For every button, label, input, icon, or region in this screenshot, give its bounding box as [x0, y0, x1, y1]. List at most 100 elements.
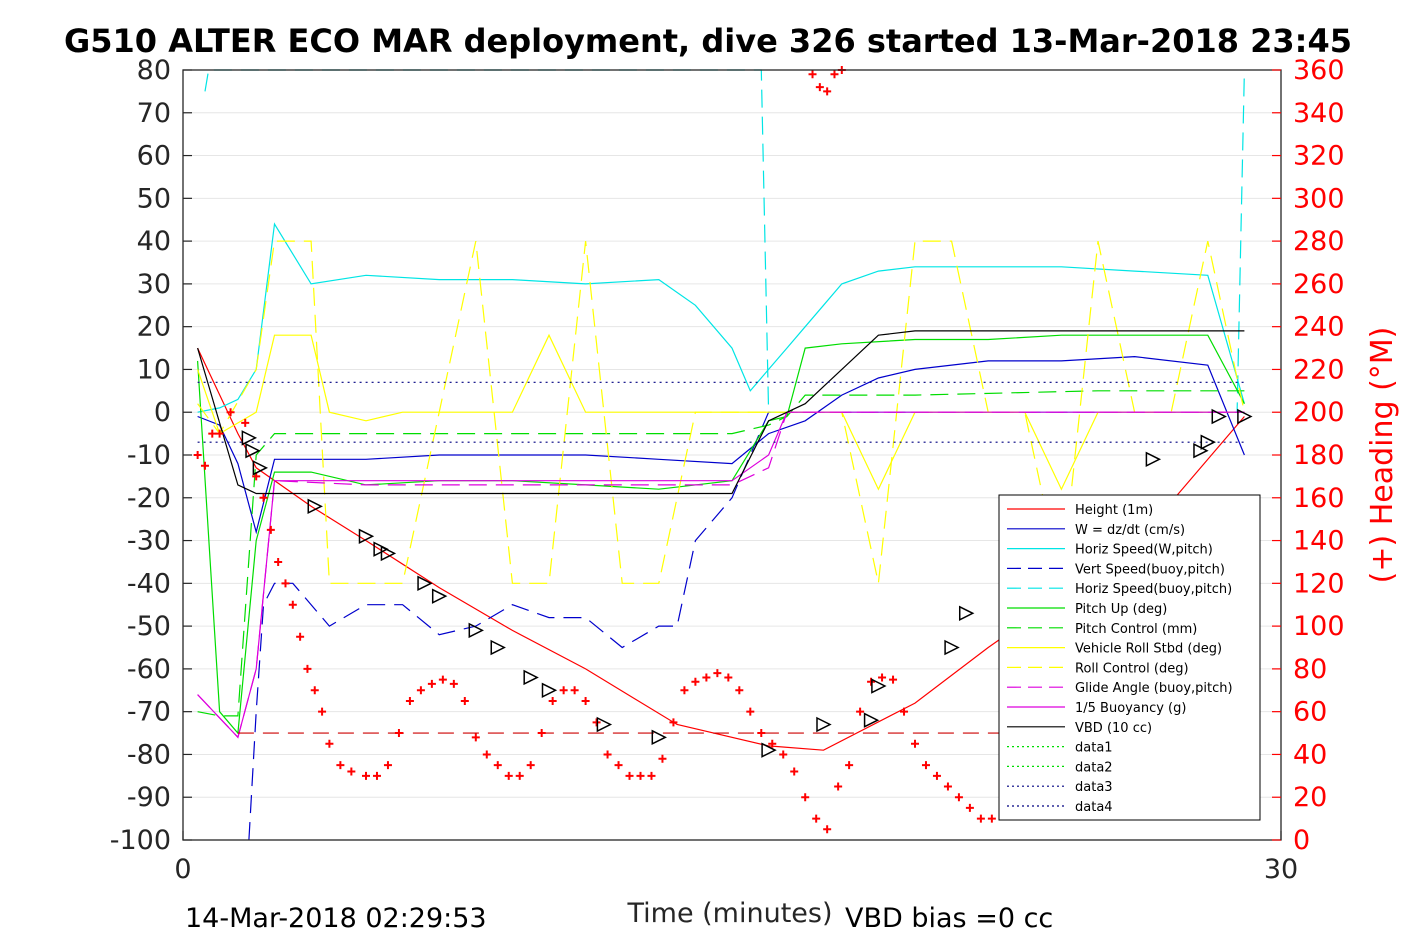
heading-point [296, 632, 305, 641]
heading-point [911, 739, 919, 748]
legend-label: VBD (10 cc) [1075, 721, 1152, 736]
heading-point [647, 771, 656, 780]
y2-tick-label: 0 [1293, 825, 1310, 856]
series-line [197, 355, 1245, 535]
footer-timestamp: 14-Mar-2018 02:29:53 [185, 903, 487, 934]
dive-marker [651, 729, 667, 746]
heading-point [823, 825, 832, 834]
heading-point [987, 814, 996, 823]
heading-point [812, 814, 821, 823]
heading-point [581, 696, 590, 705]
y2-tick-label: 80 [1293, 654, 1327, 685]
heading-point [318, 707, 327, 716]
heading-point [438, 675, 447, 684]
y-tick-label: -50 [127, 611, 171, 642]
heading-point [471, 733, 480, 742]
heading-point [834, 782, 843, 791]
series-line [197, 333, 1245, 491]
heading-point [735, 686, 744, 695]
dive-marker [871, 678, 887, 694]
heading-point [570, 686, 579, 695]
y2-axis-label: (+) Heading (°M) [1365, 327, 1400, 584]
legend-label: Height (1m) [1075, 503, 1153, 518]
y-tick-label: -40 [127, 568, 171, 599]
heading-point [427, 679, 436, 688]
y2-tick-label: 120 [1293, 568, 1345, 599]
y-axis-right: 3603403203002802602402202001801601401201… [1272, 55, 1345, 856]
y2-tick-label: 200 [1293, 397, 1345, 428]
y2-tick-label: 60 [1293, 697, 1327, 728]
legend-label: data3 [1075, 780, 1113, 795]
dive-marker [468, 622, 484, 639]
y-tick-label: -100 [110, 825, 171, 856]
legend-label: Horiz Speed(buoy,pitch) [1075, 582, 1232, 597]
y-tick-label: 50 [137, 183, 171, 214]
heading-point [394, 729, 403, 738]
series-line [248, 411, 1245, 841]
y2-tick-label: 180 [1293, 440, 1345, 471]
heading-point [259, 493, 268, 502]
heading-point [808, 70, 817, 79]
heading-point [347, 767, 356, 776]
y2-tick-label: 300 [1293, 183, 1345, 214]
y2-tick-label: 140 [1293, 526, 1345, 557]
heading-point [691, 677, 700, 686]
heading-point [680, 686, 689, 695]
heading-point [614, 761, 623, 770]
heading-point [303, 664, 312, 673]
heading-point [416, 686, 425, 695]
heading-point [878, 673, 887, 682]
dive-marker [1211, 408, 1227, 425]
dive-marker [863, 712, 880, 728]
dive-marker [380, 545, 397, 562]
x-tick-label: 30 [1264, 854, 1298, 885]
series-line [197, 390, 1245, 717]
heading-point [226, 408, 235, 417]
heading-point [288, 600, 297, 609]
heading-point [200, 461, 209, 470]
heading-point [830, 70, 839, 79]
series-line [197, 330, 1245, 495]
y2-tick-label: 360 [1293, 55, 1345, 86]
heading-point [976, 814, 985, 823]
y-tick-label: -20 [127, 483, 171, 514]
y-tick-label: -60 [127, 654, 171, 685]
legend-label: Vehicle Roll Stbd (deg) [1075, 642, 1222, 657]
heading-point [274, 557, 283, 566]
chart-title: G510 ALTER ECO MAR deployment, dive 326 … [64, 22, 1352, 60]
heading-point [625, 771, 634, 780]
heading-point [768, 739, 777, 748]
y-tick-label: 30 [137, 269, 171, 300]
heading-point [965, 803, 974, 812]
dive-marker [1200, 434, 1216, 450]
dive-marker [1237, 408, 1253, 425]
heading-point [801, 793, 810, 802]
y-tick-label: 60 [137, 141, 171, 172]
dive-marker [596, 716, 613, 733]
y2-tick-label: 160 [1293, 483, 1345, 514]
heading-point [889, 675, 898, 684]
heading-point [310, 686, 319, 695]
dive-marker [241, 430, 258, 446]
y-axis-left: 80 70 60 50 40 30 20 10 0 -10 -20 -30 -40 -50 -60 -70 -8… [110, 55, 192, 856]
dive-marker [252, 460, 269, 476]
legend-label: W = dz/dt (cm/s) [1075, 523, 1185, 538]
y2-tick-label: 20 [1293, 782, 1327, 813]
heading-point [482, 750, 491, 759]
heading-point [559, 686, 568, 695]
heading-point [603, 750, 612, 759]
heading-point [504, 771, 513, 780]
legend-label: data1 [1075, 741, 1113, 756]
heading-point [921, 761, 930, 770]
y-tick-label: -70 [127, 697, 171, 728]
dive-marker [1193, 443, 1209, 459]
heading-point [336, 761, 345, 770]
heading-point [208, 429, 217, 438]
heading-point [281, 579, 290, 588]
heading-point [193, 451, 202, 459]
legend-label: 1/5 Buoyancy (g) [1075, 701, 1186, 716]
x-axis-label: Time (minutes) [626, 898, 832, 929]
y-tick-label: 80 [137, 55, 171, 86]
heading-point [713, 669, 722, 678]
